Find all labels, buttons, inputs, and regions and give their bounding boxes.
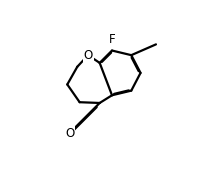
Text: F: F bbox=[109, 33, 115, 46]
Text: O: O bbox=[65, 127, 74, 140]
Text: O: O bbox=[84, 49, 93, 62]
